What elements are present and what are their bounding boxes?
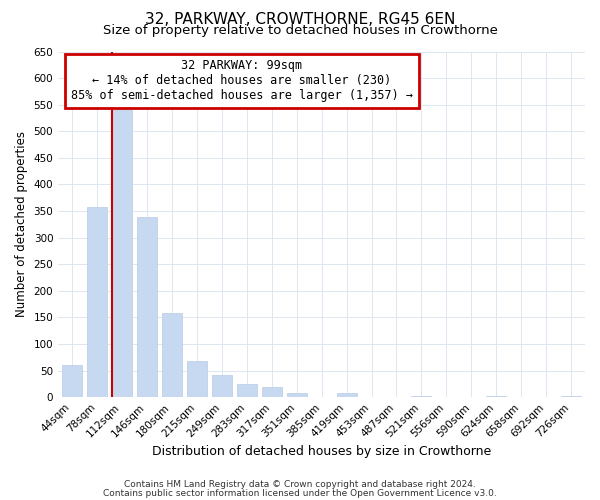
Bar: [487, 396, 506, 397]
Y-axis label: Number of detached properties: Number of detached properties: [15, 132, 28, 318]
Bar: [87, 208, 107, 397]
Bar: [187, 361, 207, 397]
Bar: [236, 384, 257, 397]
Text: Contains public sector information licensed under the Open Government Licence v3: Contains public sector information licen…: [103, 488, 497, 498]
Text: 32 PARKWAY: 99sqm
← 14% of detached houses are smaller (230)
85% of semi-detache: 32 PARKWAY: 99sqm ← 14% of detached hous…: [71, 60, 413, 102]
Bar: [212, 375, 232, 397]
Text: Size of property relative to detached houses in Crowthorne: Size of property relative to detached ho…: [103, 24, 497, 37]
Bar: [137, 218, 157, 397]
Text: 32, PARKWAY, CROWTHORNE, RG45 6EN: 32, PARKWAY, CROWTHORNE, RG45 6EN: [145, 12, 455, 28]
Bar: [162, 313, 182, 397]
Bar: [337, 393, 356, 397]
Bar: [561, 396, 581, 397]
Text: Contains HM Land Registry data © Crown copyright and database right 2024.: Contains HM Land Registry data © Crown c…: [124, 480, 476, 489]
Bar: [287, 393, 307, 397]
Bar: [62, 366, 82, 397]
Bar: [412, 396, 431, 397]
X-axis label: Distribution of detached houses by size in Crowthorne: Distribution of detached houses by size …: [152, 444, 491, 458]
Bar: [262, 386, 281, 397]
Bar: [112, 110, 132, 397]
